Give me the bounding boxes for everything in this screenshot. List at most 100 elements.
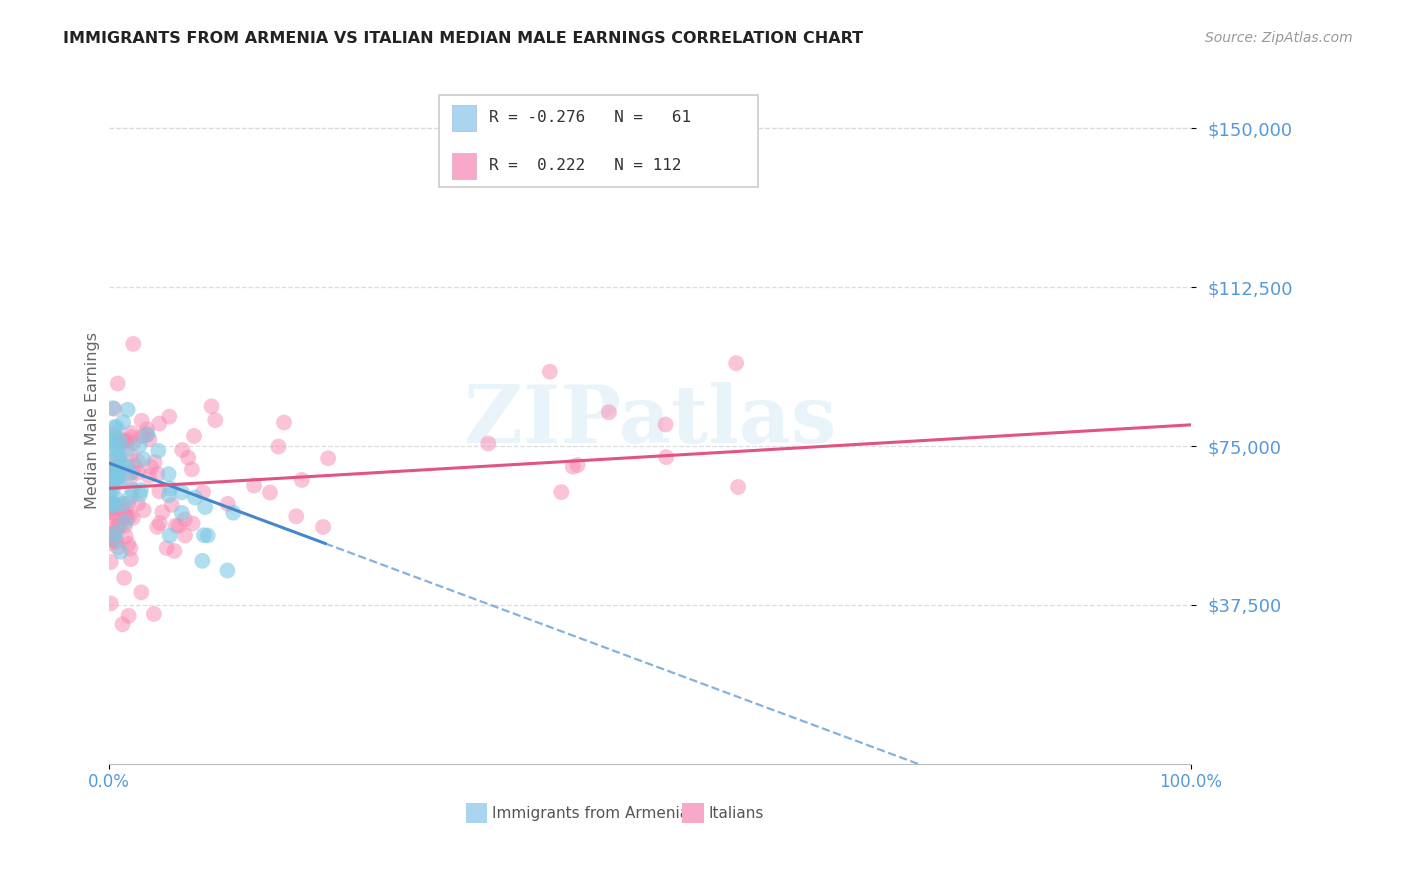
Text: ZIPatlas: ZIPatlas	[464, 382, 837, 459]
Text: Immigrants from Armenia: Immigrants from Armenia	[492, 805, 689, 821]
Point	[112, 571, 135, 585]
Point	[191, 554, 214, 568]
Point	[107, 376, 129, 391]
Point	[138, 469, 160, 483]
Point	[217, 497, 239, 511]
Point	[100, 496, 122, 510]
Point	[107, 541, 129, 555]
Point	[104, 471, 127, 485]
Point	[103, 499, 125, 513]
Point	[103, 462, 125, 476]
Point	[159, 482, 181, 496]
Point	[316, 451, 339, 466]
Point	[122, 435, 145, 450]
Point	[124, 459, 146, 474]
Point	[115, 442, 138, 457]
Point	[191, 485, 214, 500]
Point	[173, 512, 195, 526]
Point	[103, 401, 125, 416]
Point	[122, 337, 145, 351]
Point	[193, 528, 215, 542]
Text: Source: ZipAtlas.com: Source: ZipAtlas.com	[1205, 31, 1353, 45]
Point	[105, 519, 128, 533]
Point	[117, 402, 139, 417]
Point	[654, 417, 676, 432]
Point	[118, 467, 141, 481]
Point	[477, 436, 499, 450]
Point	[103, 533, 125, 547]
Point	[138, 432, 160, 446]
Point	[110, 500, 132, 514]
Point	[312, 520, 335, 534]
Point	[100, 454, 122, 468]
Point	[204, 413, 226, 427]
Point	[117, 608, 139, 623]
Point	[114, 518, 136, 533]
Point	[101, 482, 124, 496]
Point	[108, 450, 131, 464]
Point	[107, 466, 129, 480]
Point	[105, 431, 128, 445]
Point	[291, 473, 314, 487]
Point	[170, 485, 193, 500]
Point	[139, 459, 162, 474]
Point	[98, 463, 121, 477]
Point	[194, 500, 217, 514]
Point	[98, 433, 121, 447]
Text: IMMIGRANTS FROM ARMENIA VS ITALIAN MEDIAN MALE EARNINGS CORRELATION CHART: IMMIGRANTS FROM ARMENIA VS ITALIAN MEDIA…	[63, 31, 863, 46]
Point	[100, 533, 122, 547]
Point	[105, 442, 128, 457]
Point	[132, 452, 155, 467]
Point	[103, 420, 125, 434]
Point	[105, 420, 128, 434]
Point	[108, 475, 131, 489]
Point	[107, 461, 129, 475]
Point	[285, 509, 308, 524]
Point	[118, 509, 141, 524]
Point	[197, 528, 219, 542]
Point	[103, 427, 125, 442]
Point	[108, 518, 131, 533]
Point	[103, 510, 125, 524]
Point	[127, 497, 149, 511]
Point	[121, 465, 143, 479]
Point	[100, 536, 122, 550]
Point	[136, 427, 159, 442]
Point	[170, 506, 193, 520]
Point	[105, 450, 128, 465]
Y-axis label: Median Male Earnings: Median Male Earnings	[86, 332, 100, 509]
Point	[101, 436, 124, 450]
Point	[114, 434, 136, 449]
Bar	[451, 105, 475, 131]
Point	[142, 607, 165, 621]
Point	[100, 478, 122, 492]
Point	[129, 483, 152, 497]
Point	[110, 436, 132, 450]
Point	[100, 597, 122, 611]
Point	[104, 473, 127, 487]
Point	[114, 529, 136, 543]
Point	[105, 463, 128, 477]
Point	[117, 496, 139, 510]
Point	[107, 469, 129, 483]
Point	[111, 458, 134, 473]
Point	[115, 434, 138, 448]
Point	[163, 544, 186, 558]
Point	[177, 450, 200, 465]
Bar	[465, 803, 488, 823]
Point	[104, 500, 127, 515]
Point	[148, 443, 170, 458]
Point	[184, 491, 207, 505]
Point	[100, 497, 122, 511]
Point	[143, 455, 166, 469]
Point	[100, 434, 122, 448]
Point	[128, 438, 150, 452]
Point	[105, 519, 128, 533]
Point	[110, 545, 132, 559]
Point	[127, 454, 149, 468]
Point	[655, 450, 678, 465]
Point	[105, 525, 128, 540]
Point	[148, 417, 170, 431]
Point	[180, 462, 202, 476]
Point	[98, 476, 121, 491]
